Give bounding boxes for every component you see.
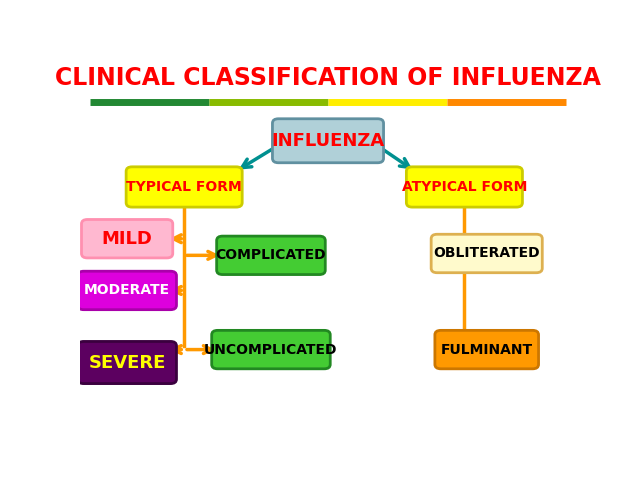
FancyBboxPatch shape (435, 330, 538, 369)
FancyBboxPatch shape (431, 234, 542, 273)
Text: TYPICAL FORM: TYPICAL FORM (126, 180, 242, 194)
FancyBboxPatch shape (78, 271, 177, 310)
FancyBboxPatch shape (126, 167, 242, 207)
FancyBboxPatch shape (212, 330, 330, 369)
Text: CLINICAL CLASSIFICATION OF INFLUENZA: CLINICAL CLASSIFICATION OF INFLUENZA (55, 66, 601, 90)
FancyBboxPatch shape (81, 219, 173, 258)
Text: MILD: MILD (102, 230, 152, 248)
Text: UNCOMPLICATED: UNCOMPLICATED (204, 343, 338, 357)
Text: OBLITERATED: OBLITERATED (433, 247, 540, 261)
FancyBboxPatch shape (406, 167, 522, 207)
Text: COMPLICATED: COMPLICATED (216, 248, 326, 263)
Text: ATYPICAL FORM: ATYPICAL FORM (402, 180, 527, 194)
Text: INFLUENZA: INFLUENZA (271, 132, 385, 150)
Text: MODERATE: MODERATE (84, 284, 170, 298)
FancyBboxPatch shape (273, 119, 383, 163)
FancyBboxPatch shape (78, 341, 177, 384)
Text: FULMINANT: FULMINANT (441, 343, 532, 357)
Text: SEVERE: SEVERE (88, 353, 166, 372)
FancyBboxPatch shape (217, 236, 325, 275)
